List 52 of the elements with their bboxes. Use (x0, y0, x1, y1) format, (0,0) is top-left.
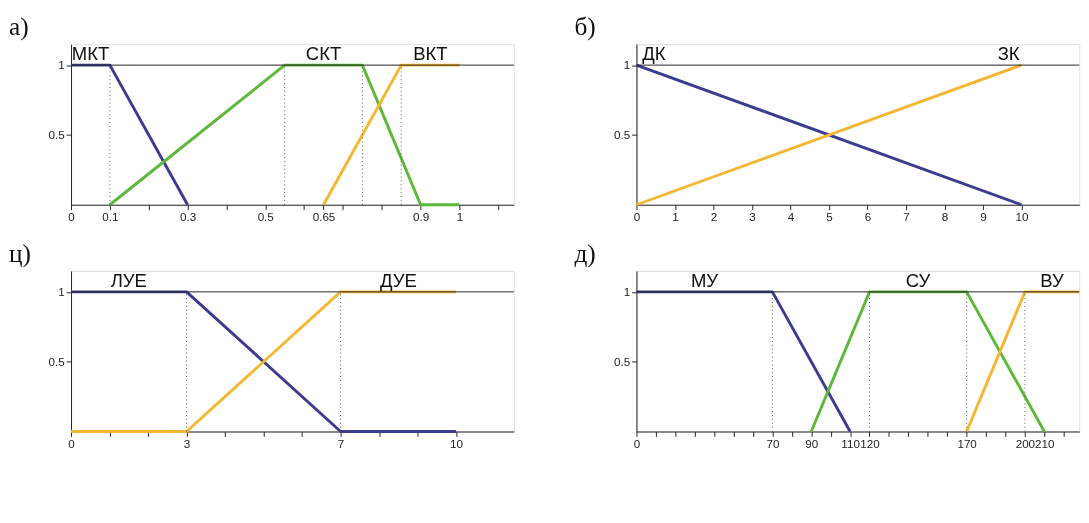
series-label: ВКТ (413, 43, 448, 65)
x-tick-label: 210 (1035, 436, 1056, 450)
chart-title: б) (574, 12, 596, 42)
x-tick-label: 0 (68, 436, 76, 450)
series-label: СУ (905, 270, 931, 292)
y-tick-label: 0.5 (48, 355, 65, 369)
chart-title: ц) (9, 239, 32, 269)
x-tick-label: 0.9 (413, 209, 430, 223)
x-tick-label: 120 (860, 436, 881, 450)
y-tick-label: 1 (623, 285, 631, 299)
x-tick-label: 10 (1015, 209, 1029, 223)
x-tick-label: 2 (710, 209, 718, 223)
x-tick-label: 10 (450, 436, 464, 450)
x-tick-label: 110 (841, 436, 861, 450)
x-tick-label: 7 (337, 436, 345, 450)
x-tick-label: 6 (864, 209, 872, 223)
x-tick-label: 4 (787, 209, 795, 223)
x-tick-label: 7 (903, 209, 910, 223)
y-tick-label: 0.5 (613, 128, 631, 142)
series-label: ЛУЕ (110, 270, 147, 292)
x-tick-label: 170 (957, 436, 978, 450)
series-label: ЗК (997, 43, 1020, 65)
series-label: СКТ (305, 43, 342, 65)
y-tick-label: 0.5 (613, 355, 631, 369)
x-tick-label: 9 (980, 209, 987, 223)
x-tick-label: 0 (633, 436, 641, 450)
x-tick-label: 0.1 (102, 209, 119, 223)
x-tick-label: 5 (826, 209, 833, 223)
series-label: ВУ (1040, 270, 1065, 292)
chart-title: а) (9, 12, 29, 42)
y-tick-label: 0.5 (48, 128, 65, 142)
x-tick-label: 1 (456, 209, 464, 223)
x-tick-label: 0 (633, 209, 641, 223)
y-tick-label: 1 (623, 58, 631, 72)
x-tick-label: 1 (672, 209, 679, 223)
series-label: ДК (642, 43, 666, 65)
x-tick-label: 0.65 (312, 209, 336, 223)
x-tick-label: 3 (749, 209, 756, 223)
x-tick-label: 8 (941, 209, 949, 223)
series-label: МУ (690, 270, 719, 292)
chart-title: д) (574, 239, 596, 269)
x-tick-label: 3 (183, 436, 191, 450)
y-tick-label: 1 (58, 285, 65, 299)
x-tick-label: 0.3 (179, 209, 197, 223)
x-tick-label: 90 (805, 436, 819, 450)
x-tick-label: 0 (68, 209, 76, 223)
series-label: ДУЕ (379, 270, 417, 292)
x-tick-label: 0.5 (257, 209, 274, 223)
series-label: МКТ (71, 43, 110, 65)
y-tick-label: 1 (58, 58, 65, 72)
x-tick-label: 70 (766, 436, 780, 450)
x-tick-label: 200 (1015, 436, 1036, 450)
